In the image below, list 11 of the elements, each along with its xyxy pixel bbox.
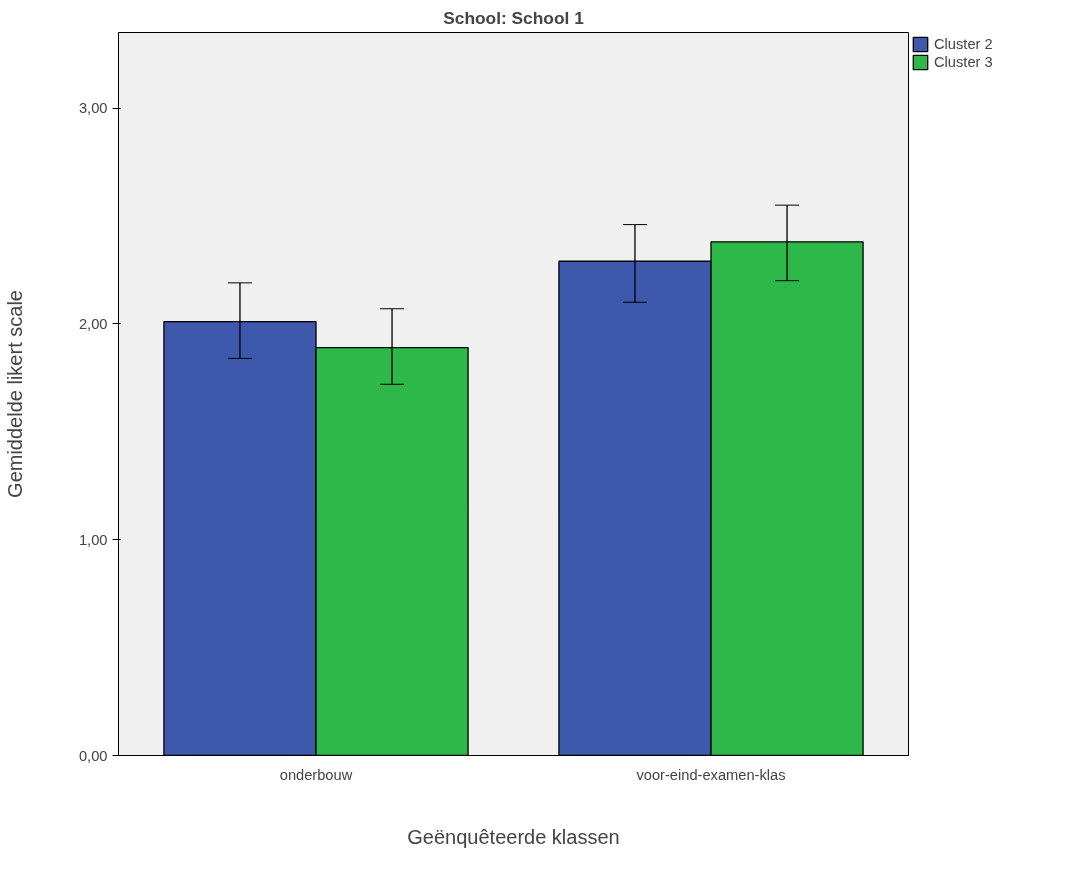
x-tick-label: voor-eind-examen-klas xyxy=(636,766,786,783)
y-tick-label: 0,00 xyxy=(78,747,108,764)
x-tick-label: onderbouw xyxy=(279,766,353,783)
y-tick-label: 1,00 xyxy=(78,531,108,548)
legend-label: Cluster 2 xyxy=(934,36,993,52)
x-axis-title: Geënquêteerde klassen xyxy=(407,825,620,848)
chart-title: School: School 1 xyxy=(443,7,585,28)
y-tick-label: 3,00 xyxy=(78,100,108,117)
y-axis-title: Gemiddelde likert scale xyxy=(3,290,26,498)
legend-label: Cluster 3 xyxy=(934,54,993,70)
y-tick-label: 2,00 xyxy=(78,315,108,332)
